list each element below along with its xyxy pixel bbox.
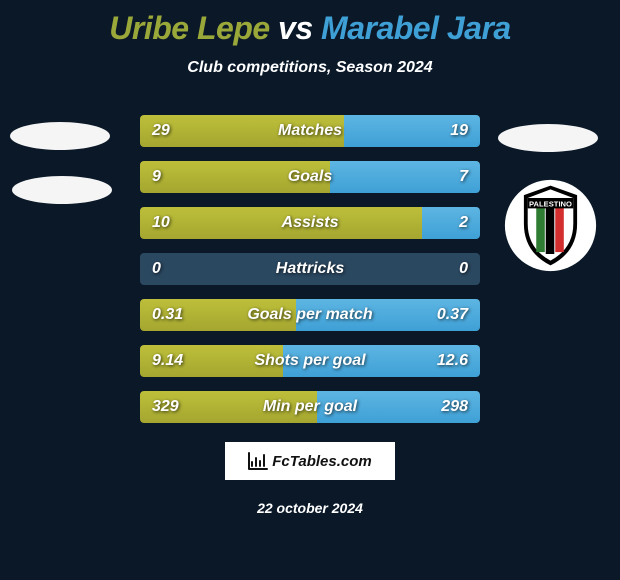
stat-label: Goals [288,168,332,186]
brand-text: FcTables.com [272,453,371,470]
stat-row: 10 2 Assists [140,207,480,239]
stat-value-left: 329 [152,398,179,416]
stat-label: Matches [278,122,342,140]
stat-value-right: 298 [441,398,468,416]
stat-row: 0.31 0.37 Goals per match [140,299,480,331]
bar-right [330,161,480,193]
date-text: 22 october 2024 [257,500,363,516]
stat-value-left: 10 [152,214,170,232]
stat-value-right: 19 [450,122,468,140]
stat-value-left: 29 [152,122,170,140]
comparison-card: { "title": { "player1": "Uribe Lepe", "v… [0,0,620,580]
brand-box: FcTables.com [225,442,395,480]
stat-label: Goals per match [247,306,372,324]
stripe-black [546,207,555,255]
stat-value-left: 0.31 [152,306,183,324]
stat-value-left: 9 [152,168,161,186]
right-logo-placeholder [498,124,598,152]
stat-value-left: 9.14 [152,352,183,370]
left-logo-placeholder-2 [12,176,112,204]
title: Uribe Lepe vs Marabel Jara [0,0,620,47]
stripe-green [536,207,545,253]
stat-value-right: 12.6 [437,352,468,370]
stat-label: Min per goal [263,398,357,416]
stat-row: 329 298 Min per goal [140,391,480,423]
stat-value-right: 0 [459,260,468,278]
badge-text: PALESTINO [529,200,572,209]
stat-label: Assists [282,214,339,232]
bar-right [422,207,480,239]
title-player2: Marabel Jara [321,10,511,46]
chart-icon [248,452,268,470]
stripe-red [555,207,564,253]
stat-label: Shots per goal [254,352,365,370]
stat-value-left: 0 [152,260,161,278]
stat-row: 9 7 Goals [140,161,480,193]
palestino-badge: PALESTINO [503,178,598,273]
subtitle: Club competitions, Season 2024 [0,59,620,77]
stat-value-right: 0.37 [437,306,468,324]
stat-label: Hattricks [276,260,344,278]
bars-container: 2919Matches97Goals102Assists00Hattricks0… [140,115,480,423]
stat-row: 9.14 12.6 Shots per goal [140,345,480,377]
stat-value-right: 7 [459,168,468,186]
title-player1: Uribe Lepe [109,10,269,46]
stat-row: 0 0 Hattricks [140,253,480,285]
stat-value-right: 2 [459,214,468,232]
left-logo-placeholder-1 [10,122,110,150]
stat-row: 29 19 Matches [140,115,480,147]
title-vs: vs [278,10,313,46]
